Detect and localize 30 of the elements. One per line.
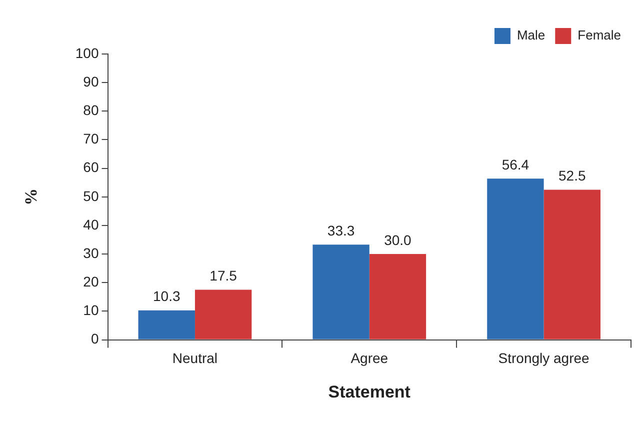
y-axis-title: % xyxy=(22,188,41,206)
y-tick-label: 50 xyxy=(83,188,99,204)
bar xyxy=(138,310,195,340)
y-tick-label: 40 xyxy=(83,216,99,232)
legend-label: Male xyxy=(516,28,546,43)
y-tick-label: 0 xyxy=(90,330,99,347)
text: 30.0 xyxy=(384,232,412,248)
text: 10.3 xyxy=(153,288,180,304)
y-tick-label: 100 xyxy=(75,44,99,61)
y-tick-label: 80 xyxy=(83,102,99,118)
y-tick-label: 70 xyxy=(83,130,99,147)
bar xyxy=(487,178,544,340)
text: 56.4 xyxy=(502,156,530,172)
bar xyxy=(194,290,252,340)
text: 52.5 xyxy=(558,168,586,184)
y-tick-label: 60 xyxy=(83,159,99,176)
y-tick-label: 10 xyxy=(83,302,99,318)
bar xyxy=(544,190,600,340)
legend-label: Female xyxy=(578,28,622,43)
text: 17.5 xyxy=(210,268,237,284)
x-tick-label: Strongly agree xyxy=(498,350,590,366)
bar xyxy=(312,244,370,340)
y-tick-label: 30 xyxy=(83,244,99,261)
bar xyxy=(369,254,426,340)
x-axis-title: Statement xyxy=(328,382,411,402)
y-tick-label: 90 xyxy=(83,73,99,90)
text: 33.3 xyxy=(327,222,355,238)
y-tick-label: 20 xyxy=(83,274,99,290)
x-tick-label: Agree xyxy=(350,350,388,366)
x-tick-label: Neutral xyxy=(172,350,218,366)
